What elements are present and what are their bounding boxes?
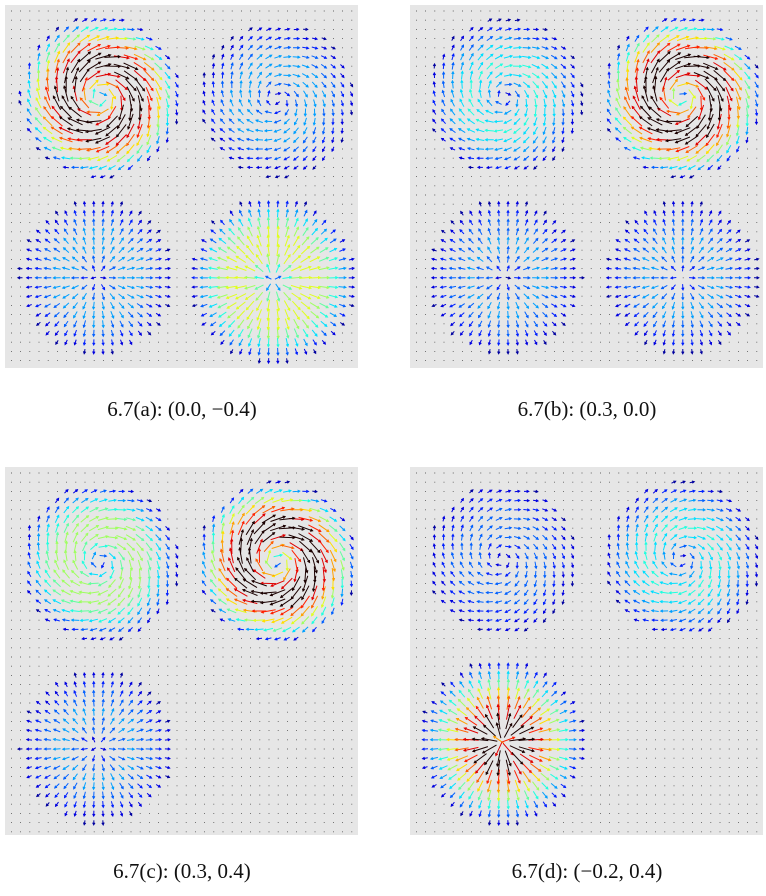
vector-arrows <box>615 42 751 163</box>
vector-arrows <box>467 26 751 152</box>
vector-arrows <box>437 678 560 801</box>
vector-arrows <box>438 524 723 810</box>
vector-arrows <box>16 480 354 826</box>
vector-arrows <box>458 26 740 170</box>
vector-arrows <box>430 497 750 818</box>
vector-arrows <box>18 18 356 365</box>
vector-arrows <box>34 34 331 340</box>
vector-arrows <box>37 26 339 348</box>
vector-arrows <box>43 42 155 154</box>
vector-arrows <box>446 687 561 802</box>
vector-arrows <box>27 489 354 809</box>
vector-arrows <box>16 18 355 364</box>
vector-arrows <box>438 507 733 810</box>
vector-arrows <box>42 46 155 155</box>
vector-arrows <box>631 50 734 146</box>
vector-arrows <box>219 505 330 617</box>
vector-arrows <box>25 480 354 818</box>
grid-dots <box>416 472 758 833</box>
vector-arrows <box>615 34 750 162</box>
vector-arrows <box>27 27 338 348</box>
vector-arrows <box>422 480 759 826</box>
vector-arrows <box>638 51 727 145</box>
panel <box>5 5 358 368</box>
vector-arrows <box>430 18 759 346</box>
caption: 6.7(d): (−0.2, 0.4) <box>512 859 663 883</box>
vector-arrows <box>34 34 330 339</box>
vector-arrows <box>53 496 345 625</box>
caption: 6.7(c): (0.3, 0.4) <box>113 859 251 883</box>
vector-arrows <box>446 688 561 802</box>
vector-arrows <box>431 18 760 355</box>
vector-arrows <box>36 489 346 633</box>
vector-arrows <box>234 514 321 609</box>
panel <box>410 5 763 368</box>
panel-background <box>5 467 358 835</box>
grid-dots <box>11 10 353 362</box>
vector-arrows <box>26 26 347 356</box>
vector-arrows <box>35 36 322 331</box>
vector-arrows <box>226 513 328 605</box>
vector-arrows <box>421 488 759 827</box>
vector-arrows <box>45 496 346 632</box>
grid-dots <box>416 10 758 362</box>
vector-arrows <box>54 34 162 155</box>
vector-arrows <box>623 42 742 154</box>
vector-arrows <box>454 695 543 784</box>
vector-arrows <box>445 686 552 793</box>
caption: 6.7(a): (0.0, −0.4) <box>107 397 256 421</box>
vector-arrows <box>432 18 759 347</box>
panel <box>5 467 358 835</box>
vector-arrows <box>455 696 553 794</box>
panel <box>410 467 763 835</box>
vector-arrows <box>421 489 750 818</box>
vector-arrows <box>217 504 338 624</box>
vector-arrows <box>449 26 751 320</box>
panel-background <box>410 467 763 835</box>
vector-arrows <box>51 50 147 146</box>
grid-dots <box>11 472 353 833</box>
vector-arrows <box>26 26 347 347</box>
vector-arrows <box>429 498 741 809</box>
vector-arrows <box>35 488 346 791</box>
vector-arrows <box>218 508 337 617</box>
vector-arrows <box>464 705 544 785</box>
vector-arrows <box>44 42 154 153</box>
vector-arrows <box>441 34 759 338</box>
vector-arrows <box>225 506 329 616</box>
vector-arrows <box>471 712 536 777</box>
vector-arrows <box>626 34 740 162</box>
vector-arrows <box>27 18 346 356</box>
vector-arrows <box>462 703 544 775</box>
vector-arrows <box>44 499 344 633</box>
vector-arrows <box>27 488 354 800</box>
vector-arrows <box>217 497 338 625</box>
vector-arrows <box>630 42 735 153</box>
caption: 6.7(b): (0.3, 0.0) <box>518 397 657 421</box>
vector-arrows <box>52 51 146 144</box>
